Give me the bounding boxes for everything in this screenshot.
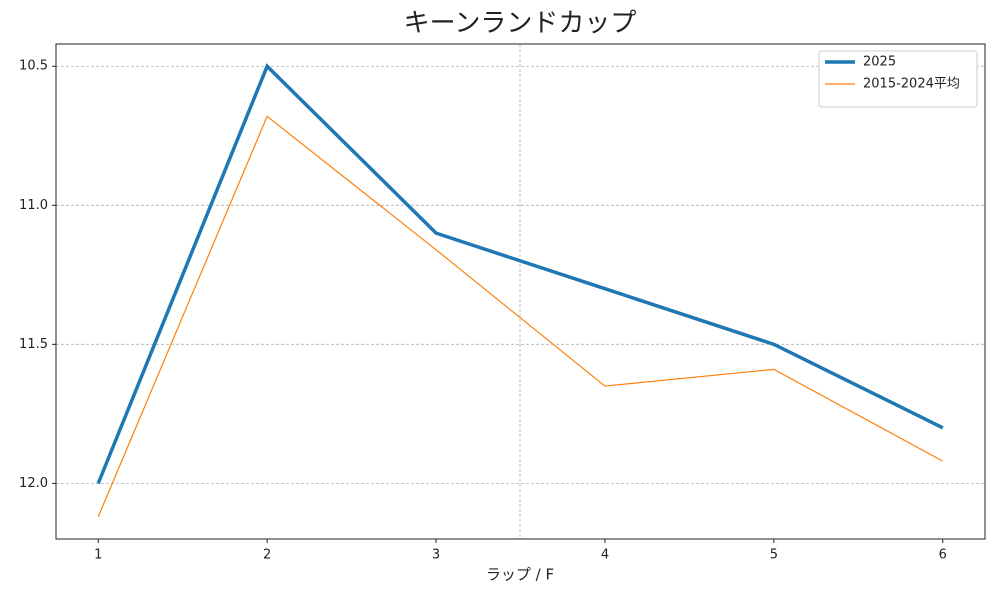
x-tick-label: 1 <box>94 548 102 563</box>
y-tick-label: 11.0 <box>19 198 48 213</box>
line-series <box>97 115 944 517</box>
x-tick-label: 4 <box>601 548 609 563</box>
line-series <box>96 63 944 485</box>
y-tick-label: 11.5 <box>19 337 48 352</box>
legend-label: 2015-2024平均 <box>863 77 960 92</box>
x-axis-label: ラップ / F <box>486 566 554 584</box>
chart-title: キーンランドカップ <box>404 9 637 39</box>
x-tick-label: 5 <box>770 548 778 563</box>
y-tick-label: 10.5 <box>19 59 48 74</box>
x-tick-label: 6 <box>939 548 947 563</box>
plot-frame <box>55 43 986 540</box>
x-tick-label: 3 <box>432 548 440 563</box>
x-tick-label: 2 <box>263 548 271 563</box>
y-tick-label: 12.0 <box>19 476 48 491</box>
legend-label: 2025 <box>863 55 896 70</box>
legend-box <box>818 50 978 108</box>
